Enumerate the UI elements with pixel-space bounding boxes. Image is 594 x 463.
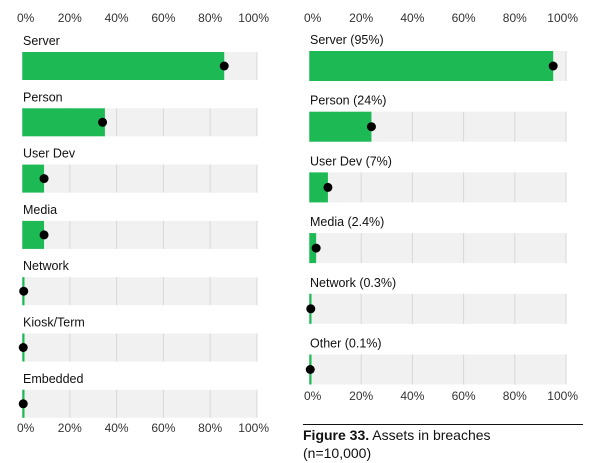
dot-marker <box>39 174 49 184</box>
bar-track <box>23 333 257 362</box>
x-tick-label-bottom: 100% <box>238 421 269 435</box>
figure-subtitle: (n=10,000) <box>303 445 372 461</box>
x-tick-label-bottom: 20% <box>58 421 82 435</box>
x-tick-label-bottom: 100% <box>547 389 578 403</box>
category-label: Network (0.3%) <box>310 276 396 290</box>
dot-marker <box>548 61 558 71</box>
x-tick-label-bottom: 80% <box>198 421 222 435</box>
category-label: User Dev <box>23 147 76 161</box>
dot-marker <box>39 230 49 240</box>
figure-caption: Figure 33. Assets in breaches <box>303 424 583 443</box>
x-tick-label-top: 60% <box>151 11 175 25</box>
bar <box>310 51 554 81</box>
dot-marker <box>19 286 29 296</box>
category-label: Media (2.4%) <box>310 215 384 229</box>
x-tick-label-top: 40% <box>400 11 424 25</box>
x-tick-label-top: 20% <box>58 11 82 25</box>
bar <box>310 172 328 203</box>
category-label: Server (95%) <box>310 33 384 47</box>
bar-track <box>23 389 257 418</box>
category-label: Server <box>23 34 60 48</box>
bar <box>23 108 105 137</box>
category-label: Network <box>23 259 70 273</box>
x-tick-label-top: 20% <box>349 11 373 25</box>
x-tick-label-bottom: 60% <box>151 421 175 435</box>
bar-track <box>23 220 257 249</box>
x-tick-label-top: 60% <box>452 11 476 25</box>
x-tick-label-bottom: 0% <box>17 421 35 435</box>
category-label: User Dev (7%) <box>310 154 392 168</box>
category-label: Embedded <box>23 372 84 386</box>
x-tick-label-top: 100% <box>547 11 578 25</box>
bar-track <box>23 164 257 193</box>
category-label: Kiosk/Term <box>23 316 85 330</box>
bar-track <box>310 172 566 203</box>
dot-marker <box>18 399 28 409</box>
x-tick-label-top: 40% <box>105 11 129 25</box>
dot-marker <box>98 117 108 127</box>
bar <box>23 52 225 80</box>
category-label: Other (0.1%) <box>310 337 382 351</box>
figure-label: Figure 33. <box>303 427 370 443</box>
bar-track <box>310 354 566 385</box>
bar <box>23 220 45 249</box>
x-tick-label-top: 0% <box>17 11 35 25</box>
dot-marker <box>18 343 28 352</box>
category-label: Person (24%) <box>310 94 386 108</box>
x-tick-label-top: 80% <box>198 11 222 25</box>
dot-marker <box>311 243 321 253</box>
x-tick-label-top: 100% <box>238 11 269 25</box>
x-tick-label-bottom: 40% <box>105 421 129 435</box>
dot-marker <box>305 365 315 374</box>
bar <box>310 111 372 142</box>
dot-marker <box>219 61 229 71</box>
bar-track <box>23 277 257 306</box>
dot-marker <box>323 182 333 192</box>
category-label: Person <box>23 90 63 104</box>
x-tick-label-bottom: 20% <box>349 389 373 403</box>
x-tick-label-top: 0% <box>304 11 322 25</box>
x-tick-label-top: 80% <box>503 11 527 25</box>
bar-track <box>310 293 566 324</box>
x-tick-label-bottom: 80% <box>503 389 527 403</box>
bar-track <box>310 233 566 264</box>
x-tick-label-bottom: 0% <box>304 389 322 403</box>
category-label: Media <box>23 203 57 217</box>
dot-marker <box>306 304 316 314</box>
bar <box>23 164 45 193</box>
dot-marker <box>366 122 376 132</box>
figure-title: Assets in breaches <box>369 427 491 443</box>
x-tick-label-bottom: 40% <box>400 389 424 403</box>
x-tick-label-bottom: 60% <box>452 389 476 403</box>
